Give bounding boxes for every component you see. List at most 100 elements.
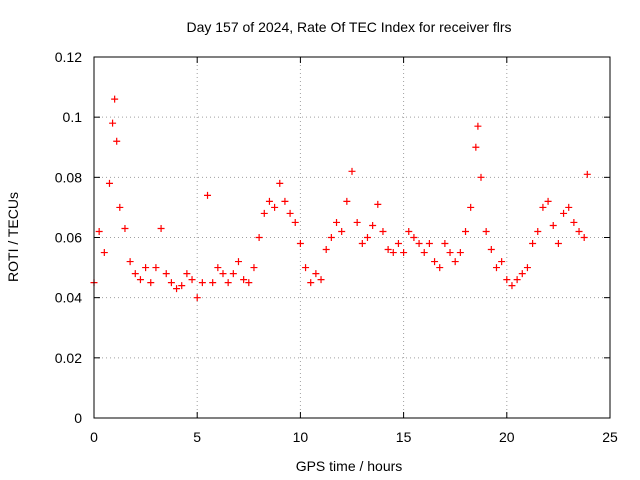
data-point — [152, 264, 160, 272]
y-tick-label: 0 — [74, 410, 82, 426]
data-point — [147, 279, 155, 287]
data-point — [363, 234, 371, 241]
data-point — [131, 270, 139, 278]
data-point — [441, 240, 449, 248]
data-point — [492, 264, 500, 272]
data-point — [374, 200, 382, 208]
y-tick-label: 0.02 — [55, 350, 82, 366]
data-point — [348, 167, 356, 175]
y-tick-label: 0.06 — [55, 230, 82, 246]
data-point — [554, 240, 562, 248]
data-point — [178, 282, 186, 290]
data-point — [260, 209, 268, 217]
data-point — [580, 234, 588, 241]
data-point — [224, 279, 232, 287]
data-point — [183, 270, 191, 278]
data-point — [265, 197, 273, 205]
data-point — [446, 249, 454, 257]
data-point — [255, 234, 263, 241]
x-tick-label: 20 — [499, 429, 515, 445]
data-point — [240, 276, 248, 284]
x-tick-label: 10 — [293, 429, 309, 445]
data-point — [487, 246, 495, 254]
plot-frame — [93, 56, 611, 419]
data-point — [544, 197, 552, 205]
y-tick-label: 0.08 — [55, 169, 82, 185]
data-point — [302, 264, 310, 272]
data-point — [523, 264, 531, 272]
x-tick-label: 0 — [90, 429, 98, 445]
data-point — [296, 240, 304, 248]
data-point — [353, 218, 361, 226]
data-point — [312, 270, 320, 278]
data-point — [142, 264, 150, 272]
data-point — [95, 227, 103, 235]
data-point — [307, 279, 315, 287]
x-tick-label: 25 — [602, 429, 618, 445]
data-point — [188, 276, 196, 284]
grid-lines — [94, 57, 610, 418]
data-point — [431, 258, 439, 266]
data-point — [549, 221, 557, 229]
data-point — [472, 143, 480, 151]
data-point — [467, 203, 475, 211]
data-point — [162, 270, 170, 278]
data-point — [105, 179, 113, 187]
data-point — [276, 179, 284, 187]
data-point — [575, 227, 583, 235]
data-point — [167, 279, 175, 287]
data-point — [518, 270, 526, 278]
data-point — [394, 240, 402, 248]
data-point — [498, 258, 506, 266]
data-point — [327, 234, 335, 241]
data-point — [271, 203, 279, 211]
data-point — [415, 240, 423, 248]
data-point — [513, 276, 521, 284]
data-point — [400, 249, 408, 257]
data-point — [405, 227, 413, 235]
x-tick-label: 15 — [396, 429, 412, 445]
y-tick-label: 0.1 — [63, 109, 83, 125]
data-point — [219, 270, 227, 278]
data-point — [436, 264, 444, 272]
data-point — [451, 258, 459, 266]
data-point — [214, 264, 222, 272]
data-point — [560, 209, 568, 217]
data-point — [322, 246, 330, 254]
x-tick-label: 5 — [193, 429, 201, 445]
data-point — [245, 279, 253, 287]
data-point — [333, 218, 341, 226]
data-point — [111, 95, 119, 103]
data-point — [462, 227, 470, 235]
data-point — [425, 240, 433, 248]
data-point — [410, 234, 418, 241]
data-point — [116, 203, 124, 211]
data-point — [126, 258, 134, 266]
y-tick-label: 0.04 — [55, 290, 82, 306]
data-point — [503, 276, 511, 284]
data-points — [90, 95, 591, 302]
data-point — [291, 218, 299, 226]
data-point — [508, 282, 516, 290]
data-point — [570, 218, 578, 226]
data-point — [384, 246, 392, 254]
data-point — [317, 276, 325, 284]
data-point — [379, 227, 387, 235]
data-point — [193, 294, 201, 302]
data-point — [534, 227, 542, 235]
data-point — [121, 224, 129, 232]
data-point — [583, 170, 591, 178]
data-point — [198, 279, 206, 287]
data-point — [286, 209, 294, 217]
chart-title: Day 157 of 2024, Rate Of TEC Index for r… — [186, 19, 511, 35]
data-point — [157, 224, 165, 232]
data-point — [477, 173, 485, 181]
data-point — [358, 240, 366, 248]
data-point — [234, 258, 242, 266]
x-axis-label: GPS time / hours — [296, 458, 403, 474]
y-axis-label: ROTI / TECUs — [5, 192, 21, 282]
data-point — [343, 197, 351, 205]
data-point — [250, 264, 258, 272]
data-point — [113, 137, 121, 145]
